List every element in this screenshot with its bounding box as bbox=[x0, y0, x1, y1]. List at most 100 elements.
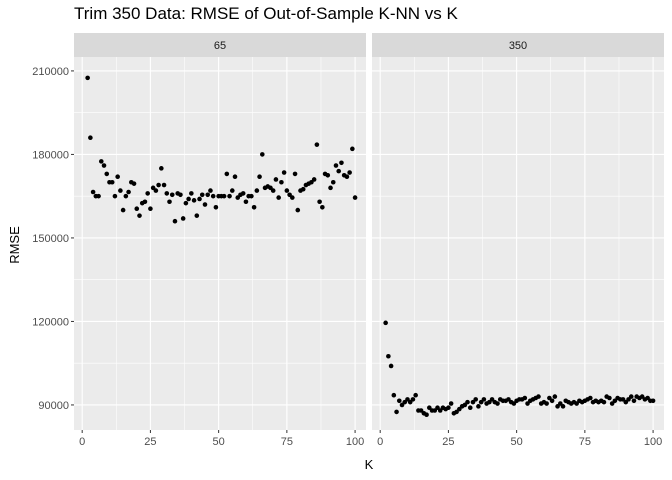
data-point bbox=[109, 179, 115, 185]
data-point bbox=[588, 395, 593, 401]
data-point bbox=[276, 195, 281, 200]
data-point bbox=[465, 399, 470, 405]
data-point bbox=[290, 195, 295, 200]
data-point bbox=[159, 166, 164, 171]
data-point bbox=[202, 202, 208, 207]
data-point bbox=[180, 216, 186, 221]
data-point bbox=[386, 353, 391, 359]
x-tick-label: 0 bbox=[79, 436, 85, 448]
data-point bbox=[448, 401, 454, 406]
data-point bbox=[607, 395, 612, 401]
data-point bbox=[552, 394, 558, 399]
facet-panel-350: 350 bbox=[372, 33, 664, 430]
data-point bbox=[328, 185, 333, 191]
data-point bbox=[232, 174, 238, 179]
data-point bbox=[257, 174, 262, 179]
data-point bbox=[194, 213, 200, 218]
x-tick-label: 50 bbox=[511, 436, 523, 448]
data-point bbox=[388, 363, 394, 369]
facet-panel-65: 65 bbox=[74, 33, 366, 430]
data-point bbox=[137, 213, 142, 218]
data-point bbox=[183, 200, 189, 206]
data-point bbox=[394, 409, 399, 415]
data-point bbox=[628, 394, 634, 399]
data-point bbox=[333, 163, 339, 168]
data-point bbox=[186, 196, 191, 202]
data-points-350 bbox=[383, 320, 656, 417]
y-axis: 90000 120000 150000 180000 210000 bbox=[32, 66, 74, 412]
chart-title: Trim 350 Data: RMSE of Out-of-Sample K-N… bbox=[74, 4, 459, 23]
data-point bbox=[227, 193, 232, 199]
data-point bbox=[383, 320, 388, 326]
data-point bbox=[148, 206, 153, 212]
data-point bbox=[424, 412, 429, 417]
data-point bbox=[126, 189, 131, 195]
data-point bbox=[544, 401, 549, 406]
facet-strip-350 bbox=[372, 33, 664, 57]
data-point bbox=[339, 160, 344, 166]
data-point bbox=[199, 192, 205, 198]
data-points-65 bbox=[85, 75, 358, 224]
data-point bbox=[131, 181, 137, 186]
data-point bbox=[88, 135, 93, 141]
x-axis-350: 0 25 50 75 100 bbox=[377, 430, 662, 448]
data-point bbox=[96, 193, 101, 199]
y-tick-label: 210000 bbox=[32, 66, 69, 78]
data-point bbox=[229, 188, 235, 193]
data-point bbox=[473, 397, 479, 402]
data-point bbox=[292, 171, 298, 177]
x-tick-label: 50 bbox=[213, 436, 225, 448]
data-point bbox=[336, 168, 342, 174]
y-tick-label: 90000 bbox=[38, 400, 69, 412]
y-tick-label: 150000 bbox=[32, 233, 69, 245]
data-point bbox=[156, 182, 161, 188]
data-point bbox=[311, 177, 317, 182]
facet-strip-label-350: 350 bbox=[509, 40, 527, 52]
x-tick-label: 75 bbox=[281, 436, 293, 448]
data-point bbox=[314, 142, 320, 147]
data-point bbox=[161, 182, 167, 188]
data-point bbox=[210, 193, 216, 199]
data-point bbox=[240, 191, 246, 196]
data-point bbox=[536, 394, 541, 399]
gridlines-350 bbox=[372, 57, 664, 430]
data-point bbox=[213, 205, 219, 210]
y-tick-label: 120000 bbox=[32, 316, 69, 328]
data-point bbox=[189, 191, 194, 196]
data-point bbox=[197, 196, 202, 202]
data-point bbox=[205, 192, 211, 198]
data-point bbox=[300, 186, 306, 192]
x-axis-title: K bbox=[365, 457, 374, 472]
data-point bbox=[396, 398, 402, 404]
data-point bbox=[549, 398, 555, 404]
data-point bbox=[467, 405, 473, 411]
data-point bbox=[145, 191, 150, 196]
data-point bbox=[352, 195, 358, 200]
facet-strip-label-65: 65 bbox=[214, 40, 226, 52]
facet-strip-65 bbox=[74, 33, 366, 57]
x-tick-label: 25 bbox=[442, 436, 454, 448]
data-point bbox=[350, 146, 355, 152]
data-point bbox=[413, 392, 418, 398]
data-point bbox=[476, 404, 481, 409]
data-point bbox=[221, 193, 227, 199]
data-point bbox=[98, 159, 104, 164]
data-point bbox=[251, 205, 257, 210]
data-point bbox=[208, 188, 213, 193]
data-point bbox=[495, 401, 500, 406]
data-point bbox=[279, 179, 284, 185]
x-tick-label: 0 bbox=[377, 436, 383, 448]
data-point bbox=[260, 152, 265, 157]
data-point bbox=[172, 218, 178, 224]
data-point bbox=[90, 189, 96, 195]
data-point bbox=[169, 192, 175, 198]
data-point bbox=[270, 188, 276, 193]
data-point bbox=[254, 188, 260, 193]
data-point bbox=[391, 392, 397, 398]
data-point bbox=[120, 207, 126, 213]
x-tick-label: 25 bbox=[144, 436, 156, 448]
data-point bbox=[325, 173, 331, 178]
data-point bbox=[164, 191, 170, 196]
data-point bbox=[601, 399, 607, 405]
